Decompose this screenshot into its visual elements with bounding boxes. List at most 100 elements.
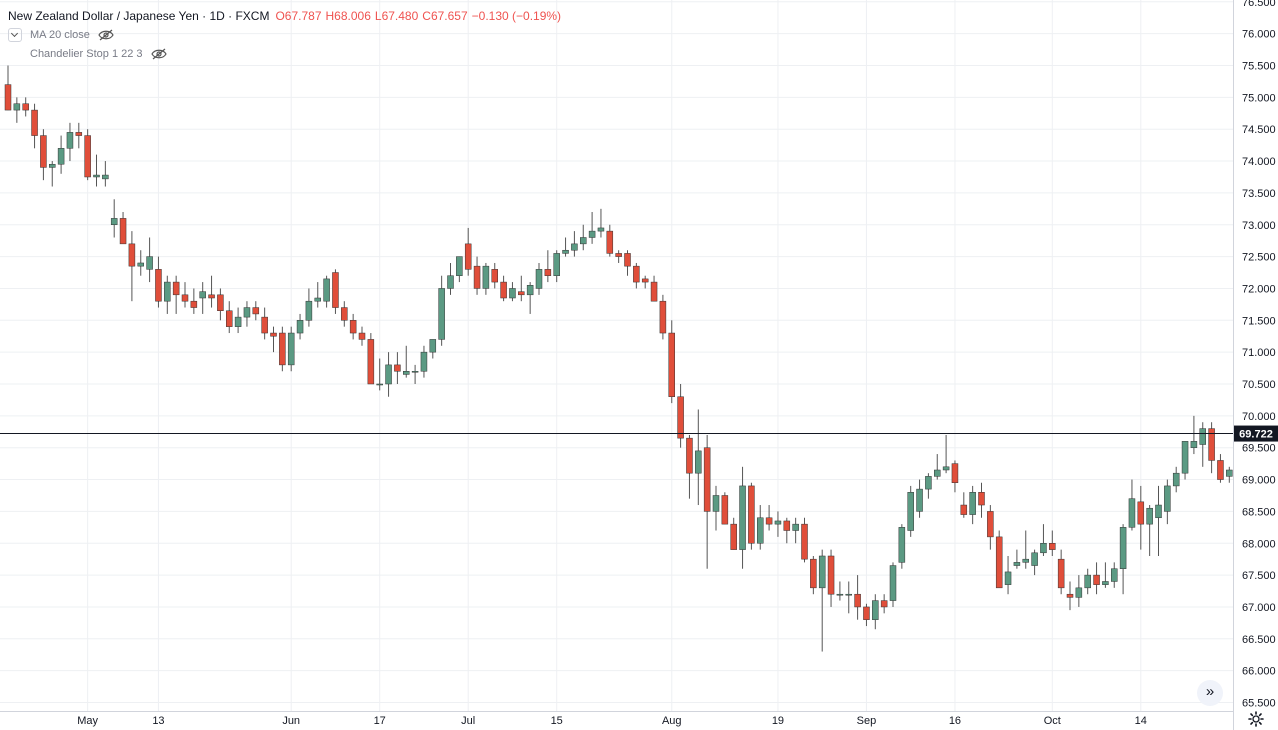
candle-body-down [119,218,127,245]
hidden-eye-icon[interactable] [98,29,114,41]
candle-body-up [712,495,720,512]
candle [969,485,976,525]
candle-body-up [792,523,799,531]
collapse-legend-button[interactable] [8,27,22,42]
candle-body-up [695,450,702,474]
candle-body-up [526,285,534,296]
candle-body-up [1172,472,1180,487]
candle [243,301,251,327]
candle-body-down [367,339,375,385]
candle-body-up [845,593,852,596]
y-tick-label: 74.000 [1242,156,1276,168]
candle [172,275,180,314]
candle-body-down [615,253,622,257]
candle-body-up [571,243,578,251]
candle [385,352,392,397]
candle-body-down [1208,428,1215,461]
legend-indicator-chandelier: Chandelier Stop 1 22 3 [8,44,565,63]
candle-body-up [836,593,844,596]
candle-body-up [482,265,490,289]
y-tick-label: 66.500 [1242,634,1276,646]
candle [164,275,171,314]
candle [1208,422,1215,474]
candle-body-down [464,243,472,270]
indicator-ma-label[interactable]: MA 20 close [30,28,90,41]
candle-body-down [951,463,959,483]
candle-body-up [164,281,171,302]
candle [1013,549,1021,569]
candle [518,275,525,302]
y-tick-label: 68.000 [1242,538,1276,550]
candle-body-up [1181,441,1189,474]
candle-body-up [385,364,392,385]
candle [872,594,879,630]
candle [1066,581,1074,611]
candle-body-up [934,469,941,477]
y-tick-label: 71.500 [1242,315,1276,327]
candle [1102,562,1109,588]
candle [677,384,684,448]
x-tick-label: May [77,715,98,727]
candle-body-down [1137,501,1145,525]
x-tick-label: Oct [1044,715,1061,727]
candle [296,313,304,340]
candle-body-up [146,256,153,270]
hidden-eye-icon[interactable] [150,48,167,60]
y-tick-label: 65.500 [1242,698,1276,710]
candle-body-down [491,269,498,283]
candle-body-up [597,227,605,232]
candle [270,326,277,353]
candle [801,517,808,563]
candle [1137,485,1145,550]
candle [588,212,596,244]
candle [376,358,383,391]
candle [4,65,12,111]
candle-body-up [110,218,118,226]
y-tick-label: 75.500 [1242,61,1276,73]
y-tick-label: 72.000 [1242,283,1276,295]
candle [1217,454,1224,483]
candle [75,122,83,149]
candle [757,505,764,550]
candle-body-down [332,272,339,308]
legend-indicator-ma: MA 20 close [8,25,565,44]
y-tick-label: 69.500 [1242,443,1276,455]
x-tick-label: 13 [152,715,164,727]
candle [1075,575,1083,607]
candle [110,199,118,238]
candle-body-down [190,300,198,308]
candle [456,256,463,283]
candle [341,301,348,327]
candle-body-up [438,288,445,340]
indicator-chandelier-label[interactable]: Chandelier Stop 1 22 3 [30,47,143,60]
change-value: −0.130 (−0.19%) [471,8,562,23]
gear-icon[interactable] [1248,711,1264,727]
candle [93,154,100,187]
candle-body-down [765,517,773,525]
candle-body-down [261,316,268,334]
candle [641,275,649,289]
candle-body-up [296,320,304,334]
candle-body-down [668,332,675,397]
candle-body-up [1111,568,1118,582]
y-tick-label: 67.000 [1242,602,1276,614]
candle-body-down [650,281,658,302]
candle [960,492,968,518]
y-tick-label: 73.500 [1242,188,1276,200]
candle-body-down [1057,558,1065,589]
x-tick-label: 19 [772,715,784,727]
x-tick-label: Jul [461,715,475,727]
candle [261,307,268,340]
scroll-to-realtime-button[interactable]: » [1197,680,1223,706]
candle [668,320,675,404]
candle-body-down [252,307,260,315]
candle-body-down [217,294,224,311]
symbol-title[interactable]: New Zealand Dollar / Japanese Yen · 1D ·… [8,8,270,23]
candle-body-down [155,269,162,302]
candle-body-down [730,523,737,550]
candle [367,333,375,385]
candle [252,301,260,321]
candle [836,581,844,601]
